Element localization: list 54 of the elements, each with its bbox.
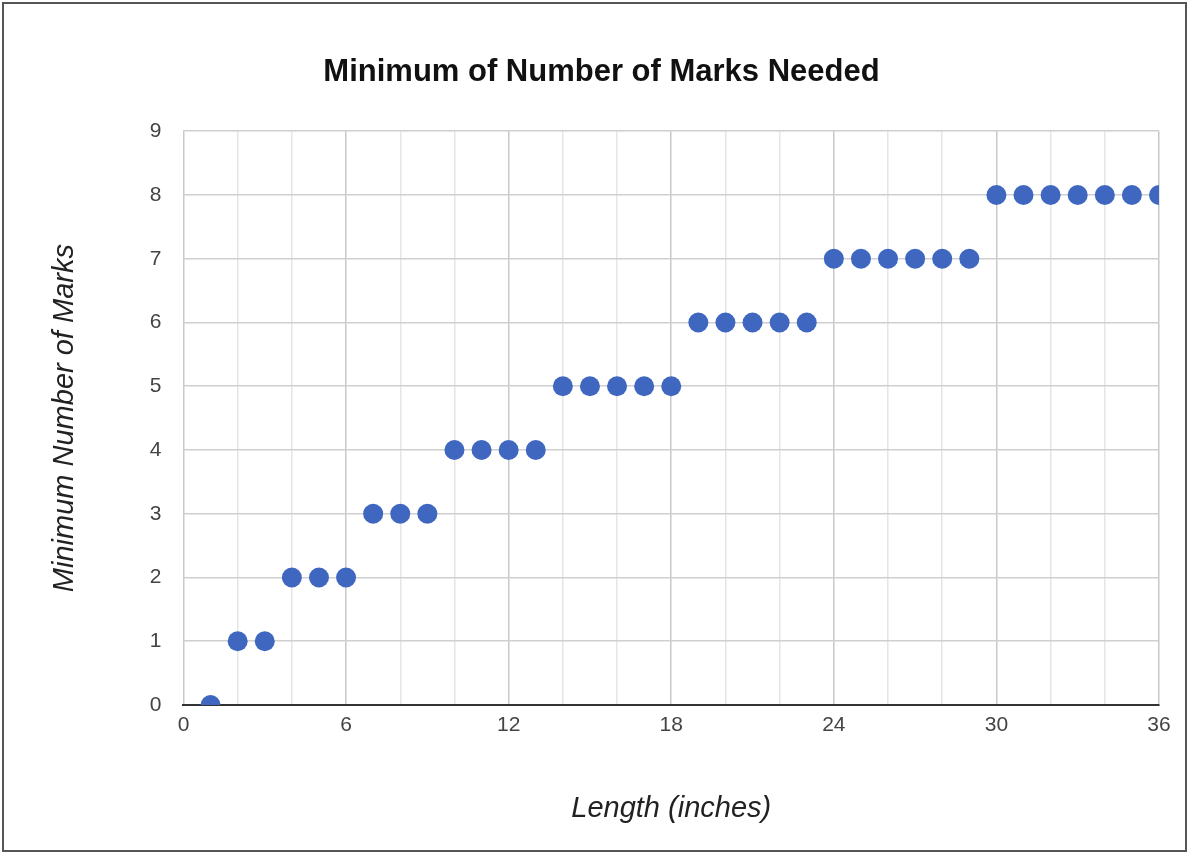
- point: [227, 631, 248, 652]
- x-tick-label: 6: [340, 712, 352, 736]
- x-tick-label: 30: [984, 712, 1009, 736]
- point: [878, 248, 899, 269]
- point: [417, 503, 438, 524]
- point: [444, 439, 465, 460]
- y-tick-label: 8: [149, 181, 162, 205]
- point: [796, 312, 817, 333]
- point: [607, 376, 628, 397]
- y-tick-label: 9: [149, 118, 162, 141]
- y-tick-label: 2: [149, 564, 162, 588]
- point: [634, 376, 655, 397]
- x-tick-label: 12: [496, 712, 521, 736]
- point: [661, 376, 682, 397]
- y-tick-label: 6: [149, 309, 162, 333]
- point: [579, 376, 600, 397]
- x-axis-title: Length (inches): [571, 790, 772, 823]
- chart-title: Minimum of Number of Marks Needed: [323, 53, 880, 89]
- point: [1067, 184, 1088, 205]
- point: [688, 312, 709, 333]
- point: [959, 248, 980, 269]
- point: [1040, 184, 1061, 205]
- point: [769, 312, 790, 333]
- y-tick-label: 1: [149, 628, 162, 652]
- point: [1094, 184, 1115, 205]
- x-tick-label: 18: [659, 712, 683, 736]
- point: [525, 439, 546, 460]
- point: [471, 439, 492, 460]
- point: [715, 312, 736, 333]
- y-axis-title: Minimum Number of Marks: [47, 244, 80, 593]
- point: [905, 248, 926, 269]
- point: [552, 376, 573, 397]
- point: [254, 631, 275, 652]
- point: [281, 567, 302, 588]
- y-tick-label: 3: [149, 500, 162, 524]
- point: [498, 439, 519, 460]
- point: [932, 248, 953, 269]
- y-tick-label: 7: [149, 245, 162, 269]
- y-tick-label: 0: [149, 691, 162, 715]
- x-tick-label: 0: [177, 712, 190, 736]
- point: [308, 567, 329, 588]
- x-tick-label: 36: [1147, 712, 1171, 736]
- y-tick-label: 4: [149, 436, 162, 460]
- point: [742, 312, 763, 333]
- point: [1121, 184, 1142, 205]
- point: [390, 503, 411, 524]
- point: [363, 503, 384, 524]
- point: [823, 248, 844, 269]
- x-tick-label: 24: [822, 712, 846, 736]
- y-tick-label: 5: [149, 373, 162, 397]
- point: [850, 248, 871, 269]
- point: [336, 567, 357, 588]
- point: [986, 184, 1007, 205]
- point: [1013, 184, 1034, 205]
